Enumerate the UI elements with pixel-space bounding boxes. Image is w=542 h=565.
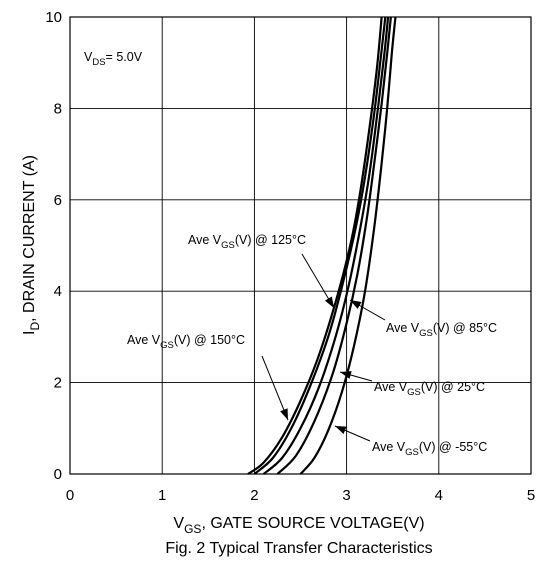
condition-label: VDS= 5.0V xyxy=(84,50,143,68)
annotation-arrowhead xyxy=(340,371,352,379)
series-line-4 xyxy=(299,16,397,475)
y-tick-label: 4 xyxy=(54,283,62,300)
series-line-0 xyxy=(247,16,383,475)
series-annotation: Ave VGS(V) @ -55°C xyxy=(372,440,487,458)
annotation-leader xyxy=(261,355,289,421)
x-tick-label: 0 xyxy=(66,487,74,504)
series-annotation: Ave VGS(V) @ 85°C xyxy=(386,321,497,339)
series-annotation: Ave VGS(V) @ 25°C xyxy=(374,380,485,398)
x-tick-label: 1 xyxy=(158,487,166,504)
y-tick-label: 8 xyxy=(54,100,62,117)
x-tick-labels: 0 1 2 3 4 5 xyxy=(66,487,535,504)
series-line-1 xyxy=(253,16,387,475)
chart-title: Fig. 2 Typical Transfer Characteristics xyxy=(165,540,432,557)
y-tick-label: 2 xyxy=(54,375,62,392)
annotations: Ave VGS(V) @ 125°C Ave VGS(V) @ 150°C Ave … xyxy=(127,233,497,458)
series-line-3 xyxy=(276,16,392,475)
y-tick-label: 6 xyxy=(54,192,62,209)
y-tick-label: 0 xyxy=(54,466,62,483)
annotation-arrowhead xyxy=(324,296,334,308)
annotation-arrowhead xyxy=(280,408,288,420)
y-tick-label: 10 xyxy=(45,9,62,26)
series-annotation: Ave VGS(V) @ 150°C xyxy=(127,333,245,351)
x-tick-label: 5 xyxy=(527,487,535,504)
annotation-arrowhead xyxy=(350,300,362,309)
x-axis-label: VGS, GATE SOURCE VOLTAGE(V) xyxy=(173,515,424,536)
x-tick-label: 4 xyxy=(435,487,443,504)
x-tick-label: 2 xyxy=(250,487,258,504)
y-tick-labels: 0 2 4 6 8 10 xyxy=(45,9,62,483)
curves xyxy=(247,16,397,475)
y-axis-label: ID, DRAIN CURRENT (A) xyxy=(21,155,42,335)
plot-frame xyxy=(69,16,532,475)
x-tick-label: 3 xyxy=(342,487,350,504)
series-annotation: Ave VGS(V) @ 125°C xyxy=(188,233,306,251)
annotation-arrowhead xyxy=(335,426,347,435)
series-line-2 xyxy=(262,16,390,475)
